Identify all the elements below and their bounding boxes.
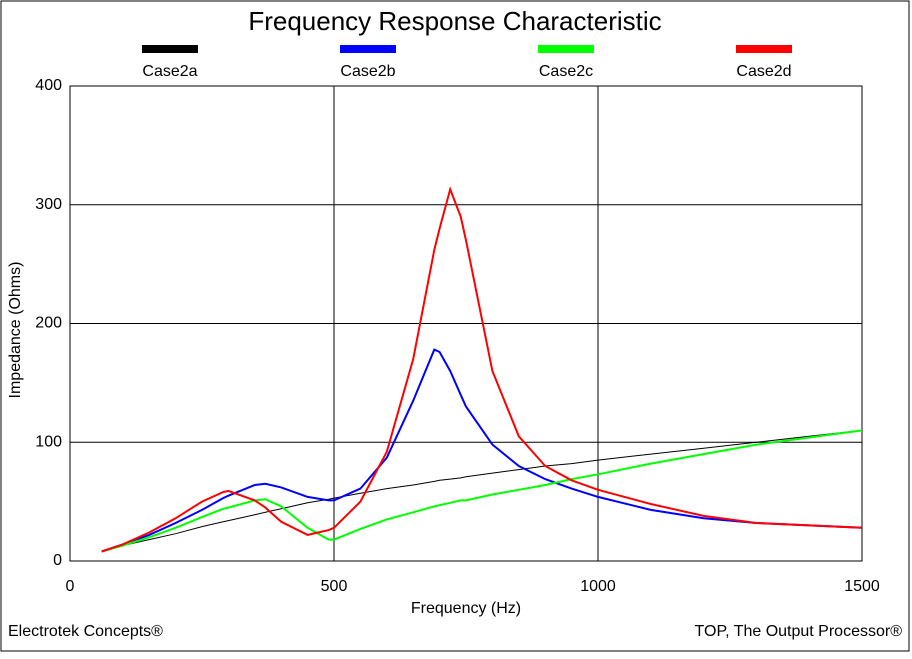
chart-title: Frequency Response Characteristic xyxy=(248,6,661,36)
legend-swatch xyxy=(736,45,792,53)
legend-label: Case2b xyxy=(340,63,395,80)
legend-swatch xyxy=(340,45,396,53)
series-line xyxy=(101,348,863,553)
y-axis-label: Impedance (Ohms) xyxy=(7,262,24,399)
x-tick-label: 0 xyxy=(66,578,75,595)
legend-label: Case2d xyxy=(736,63,791,80)
footer-left: Electrotek Concepts® xyxy=(8,623,163,640)
footer-right: TOP, The Output Processor® xyxy=(695,623,903,640)
x-tick-label: 1500 xyxy=(844,578,880,595)
legend-swatch xyxy=(142,45,198,53)
legend-label: Case2c xyxy=(539,63,593,80)
series-line xyxy=(101,186,863,553)
series-line xyxy=(101,429,863,553)
series-line xyxy=(101,429,863,552)
y-tick-label: 0 xyxy=(53,552,62,569)
y-tick-label: 100 xyxy=(35,433,62,450)
x-tick-label: 500 xyxy=(321,578,348,595)
x-tick-label: 1000 xyxy=(580,578,616,595)
legend-label: Case2a xyxy=(142,63,197,80)
y-tick-label: 300 xyxy=(35,196,62,213)
y-tick-label: 400 xyxy=(35,77,62,94)
plot-area xyxy=(69,85,863,562)
y-tick-label: 200 xyxy=(35,315,62,332)
x-axis-label: Frequency (Hz) xyxy=(411,600,521,617)
legend-swatch xyxy=(538,45,594,53)
